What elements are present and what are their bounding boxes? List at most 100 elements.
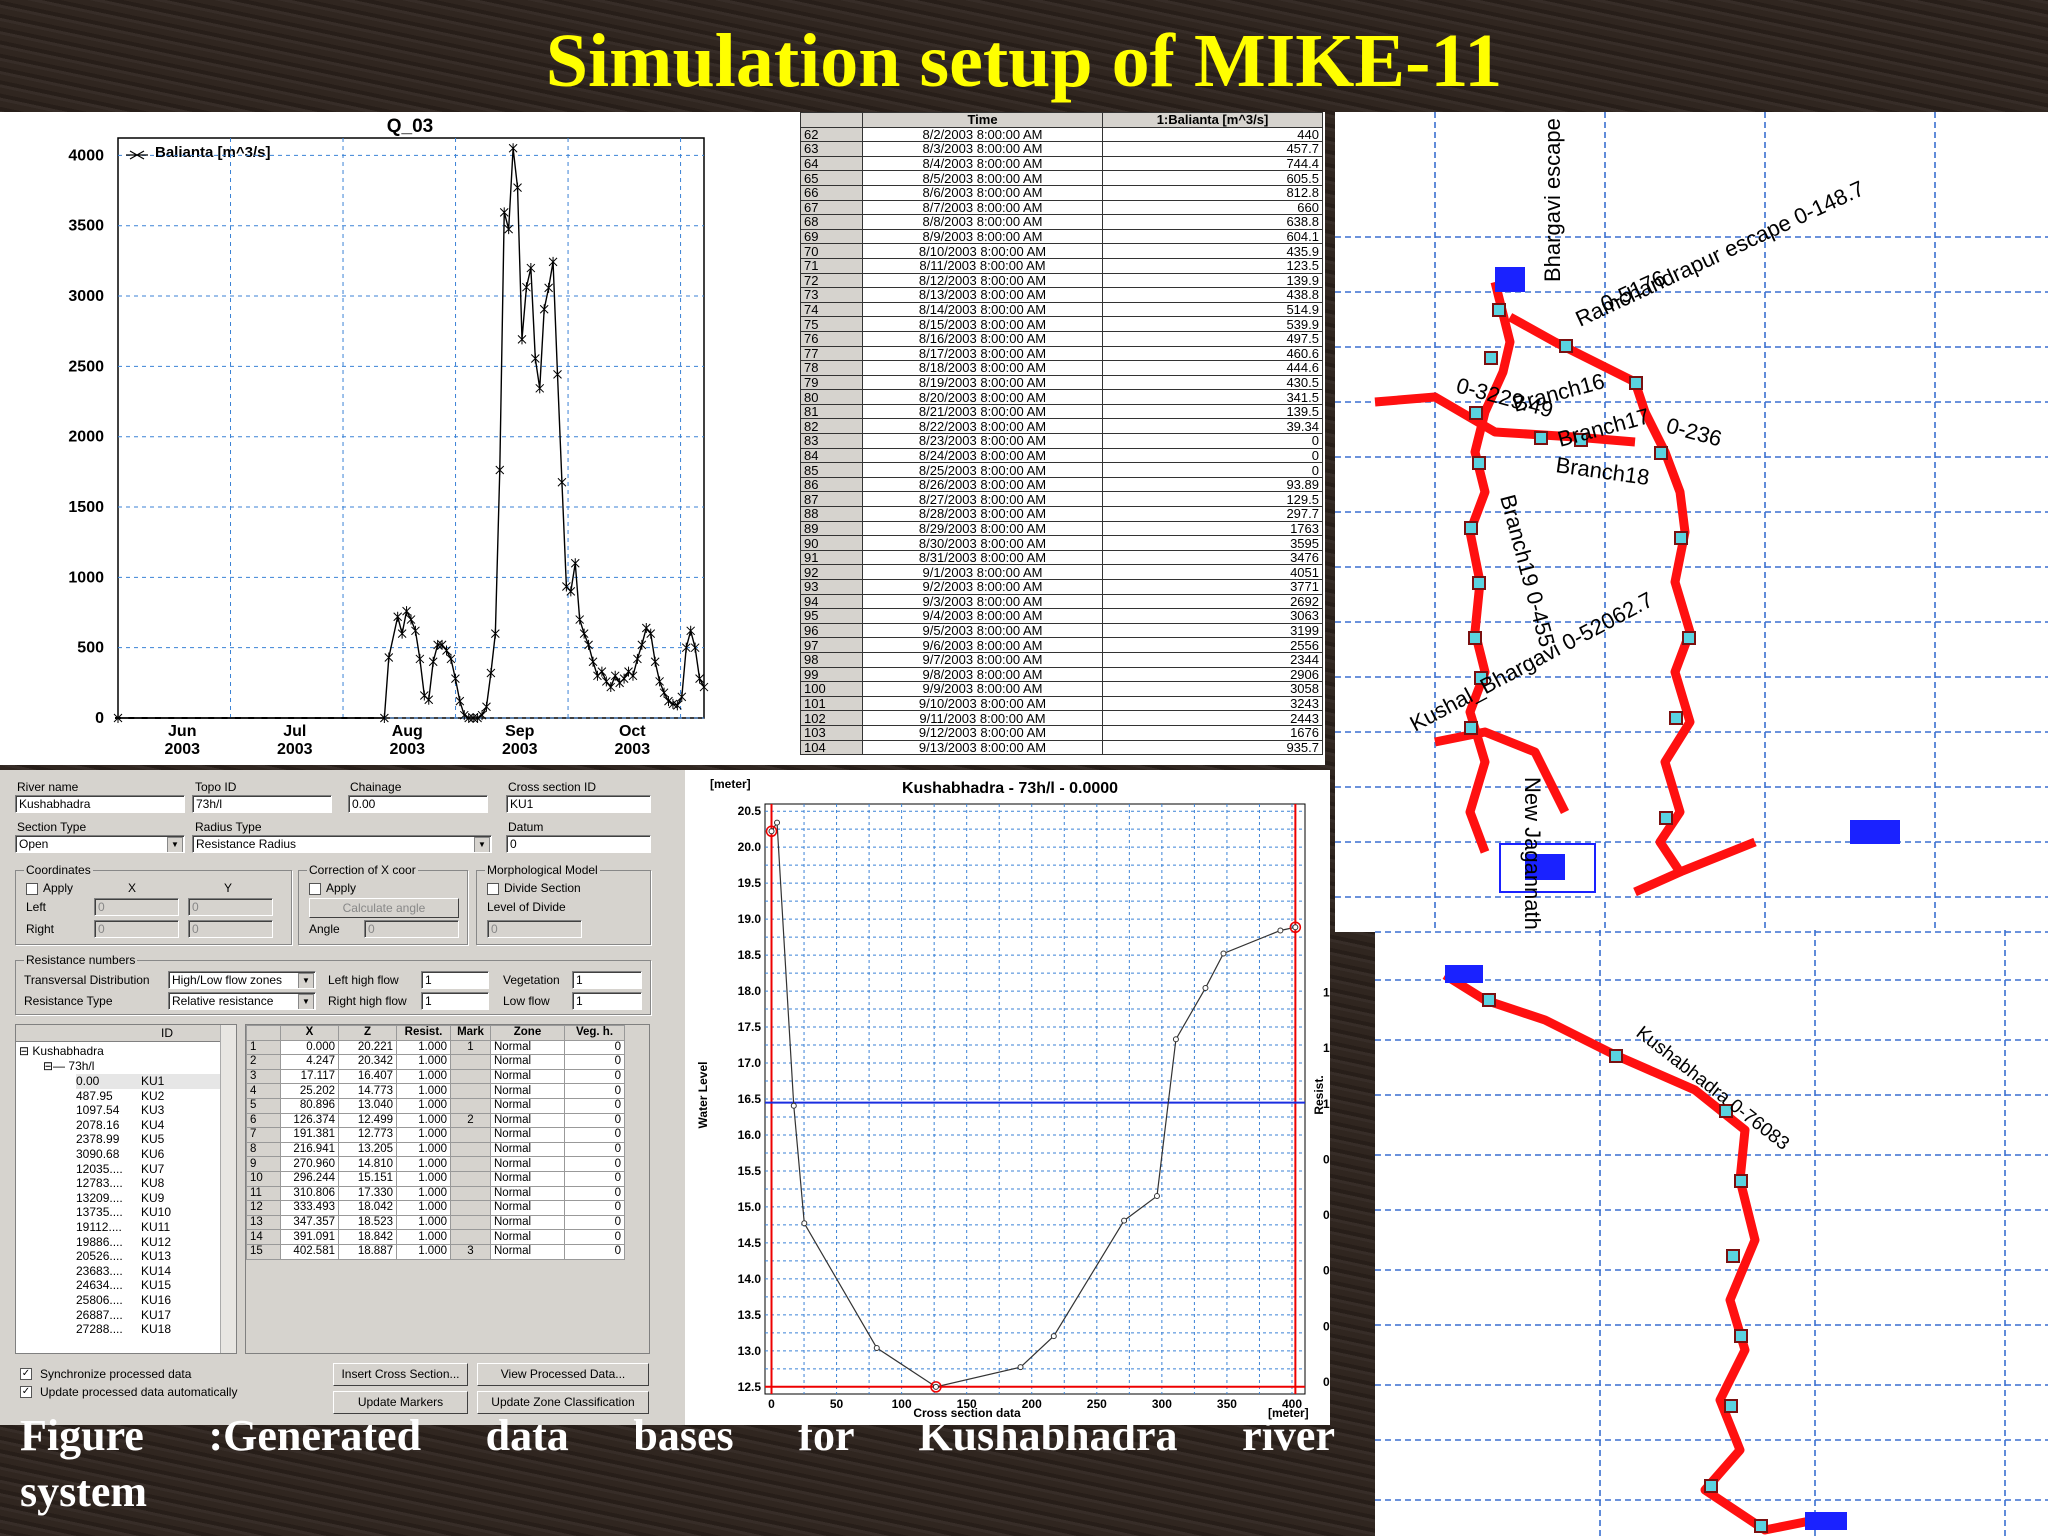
pts-cell[interactable] <box>450 1185 491 1202</box>
pts-cell[interactable]: 1.000 <box>396 1054 451 1070</box>
pts-cell[interactable]: 0 <box>564 1185 625 1202</box>
chainage-field[interactable]: 0.00 <box>348 795 488 813</box>
section-type-select[interactable]: Open <box>15 835 185 853</box>
pts-cell[interactable]: 11 <box>246 1185 281 1202</box>
pts-cell[interactable]: 1.000 <box>396 1156 451 1172</box>
pts-cell[interactable]: 310.806 <box>280 1185 339 1202</box>
table-row[interactable]: 68 8/8/2003 8:00:00 AM 638.8 <box>800 214 1323 230</box>
pts-cell[interactable]: 0 <box>564 1039 625 1056</box>
table-row[interactable]: 87 8/27/2003 8:00:00 AM 129.5 <box>800 491 1323 508</box>
table-row[interactable]: 7 191.381 12.773 1.000 Normal 0 <box>246 1127 625 1143</box>
pts-cell[interactable]: Normal <box>490 1141 565 1158</box>
right-x-field[interactable]: 0 <box>94 920 179 938</box>
tree-topo[interactable]: ⊟— 73h/l <box>43 1059 95 1073</box>
pts-cell[interactable]: 13.205 <box>338 1141 397 1158</box>
pts-cell[interactable] <box>450 1200 491 1216</box>
pts-cell[interactable]: 1.000 <box>396 1097 451 1114</box>
table-row[interactable]: 76 8/16/2003 8:00:00 AM 497.5 <box>800 330 1323 347</box>
pts-cell[interactable] <box>450 1141 491 1158</box>
pts-cell[interactable]: 347.357 <box>280 1214 339 1231</box>
tree-item[interactable]: 0.00 KU1 <box>76 1074 221 1089</box>
pts-cell[interactable]: 1.000 <box>396 1243 451 1260</box>
pts-cell[interactable]: Normal <box>490 1127 565 1143</box>
table-row[interactable]: 9 270.960 14.810 1.000 Normal 0 <box>246 1156 625 1172</box>
pts-cell[interactable] <box>450 1054 491 1070</box>
tree-item[interactable]: 24634.... KU15 <box>76 1278 172 1293</box>
coords-apply-checkbox[interactable] <box>26 883 38 895</box>
right-y-field[interactable]: 0 <box>188 920 273 938</box>
view-processed-data-button[interactable]: View Processed Data... <box>477 1363 649 1386</box>
tree-item[interactable]: 27288.... KU18 <box>76 1322 172 1337</box>
pts-cell[interactable]: 8 <box>246 1141 281 1158</box>
tree-item[interactable]: 13735.... KU10 <box>76 1205 172 1220</box>
tree-item[interactable]: 2378.99 KU5 <box>76 1132 165 1147</box>
pts-cell[interactable]: 4 <box>246 1083 281 1099</box>
pts-cell[interactable]: 7 <box>246 1127 281 1143</box>
pts-cell[interactable]: 25.202 <box>280 1083 339 1099</box>
table-row[interactable]: 5 80.896 13.040 1.000 Normal 0 <box>246 1097 625 1114</box>
pts-cell[interactable]: 17.117 <box>280 1068 339 1085</box>
table-row[interactable]: 62 8/2/2003 8:00:00 AM 440 <box>800 126 1323 143</box>
pts-cell[interactable]: 0 <box>564 1112 625 1129</box>
pts-cell[interactable] <box>450 1229 491 1245</box>
table-row[interactable]: 77 8/17/2003 8:00:00 AM 460.6 <box>800 345 1323 362</box>
pts-cell[interactable] <box>450 1097 491 1114</box>
table-row[interactable]: 11 310.806 17.330 1.000 Normal 0 <box>246 1185 625 1202</box>
table-row[interactable]: 63 8/3/2003 8:00:00 AM 457.7 <box>800 141 1323 157</box>
table-row[interactable]: 73 8/13/2003 8:00:00 AM 438.8 <box>800 287 1323 303</box>
pts-cell[interactable]: 3 <box>450 1243 491 1260</box>
pts-cell[interactable]: 14 <box>246 1229 281 1245</box>
tree-item[interactable]: 13209.... KU9 <box>76 1190 165 1205</box>
pts-cell[interactable]: 1.000 <box>396 1039 451 1056</box>
left-y-field[interactable]: 0 <box>188 898 273 916</box>
table-row[interactable]: 74 8/14/2003 8:00:00 AM 514.9 <box>800 301 1323 318</box>
cross-section-tree[interactable]: ID ⊟ Kushabhadra ⊟— 73h/l 0.00 KU1 487.95 K… <box>15 1024 237 1354</box>
pts-cell[interactable]: 13.040 <box>338 1097 397 1114</box>
table-row[interactable]: 4 25.202 14.773 1.000 Normal 0 <box>246 1083 625 1099</box>
pts-cell[interactable] <box>450 1214 491 1231</box>
pts-cell[interactable]: 18.842 <box>338 1229 397 1245</box>
table-row[interactable]: 80 8/20/2003 8:00:00 AM 341.5 <box>800 389 1323 405</box>
left-high-flow-field[interactable]: 1 <box>421 971 489 989</box>
table-row[interactable]: 91 8/31/2003 8:00:00 AM 3476 <box>800 549 1323 566</box>
pts-cell[interactable]: 1.000 <box>396 1185 451 1202</box>
pts-cell[interactable]: 9 <box>246 1156 281 1172</box>
pts-cell[interactable]: Normal <box>490 1200 565 1216</box>
pts-cell[interactable]: 16.407 <box>338 1068 397 1085</box>
correction-apply-checkbox[interactable] <box>309 883 321 895</box>
table-row[interactable]: 64 8/4/2003 8:00:00 AM 744.4 <box>800 155 1323 172</box>
pts-cell[interactable]: 1.000 <box>396 1127 451 1143</box>
pts-cell[interactable]: 0 <box>564 1229 625 1245</box>
pts-cell[interactable]: Normal <box>490 1039 565 1056</box>
table-row[interactable]: 78 8/18/2003 8:00:00 AM 444.6 <box>800 360 1323 376</box>
level-of-divide-field[interactable]: 0 <box>487 920 582 938</box>
table-row[interactable]: 85 8/25/2003 8:00:00 AM 0 <box>800 462 1323 478</box>
pts-cell[interactable]: 296.244 <box>280 1170 339 1187</box>
pts-cell[interactable]: Normal <box>490 1097 565 1114</box>
table-row[interactable]: 65 8/5/2003 8:00:00 AM 605.5 <box>800 170 1323 186</box>
pts-cell[interactable]: 1.000 <box>396 1112 451 1129</box>
pts-cell[interactable]: 1 <box>450 1039 491 1056</box>
tree-item[interactable]: 19112.... KU11 <box>76 1220 171 1234</box>
table-row[interactable]: 70 8/10/2003 8:00:00 AM 435.9 <box>800 243 1323 259</box>
pts-cell[interactable]: 0 <box>564 1054 625 1070</box>
tree-item[interactable]: 25806.... KU16 <box>76 1293 172 1307</box>
table-row[interactable]: 93 9/2/2003 8:00:00 AM 3771 <box>800 579 1323 595</box>
pts-cell[interactable]: 0 <box>564 1200 625 1216</box>
pts-cell[interactable]: 402.581 <box>280 1243 339 1260</box>
update-auto-checkbox[interactable]: ✓ <box>20 1386 32 1398</box>
table-row[interactable]: 103 9/12/2003 8:00:00 AM 1676 <box>800 724 1323 741</box>
table-row[interactable]: 82 8/22/2003 8:00:00 AM 39.34 <box>800 418 1323 435</box>
pts-cell[interactable]: 17.330 <box>338 1185 397 1202</box>
table-row[interactable]: 81 8/21/2003 8:00:00 AM 139.5 <box>800 403 1323 420</box>
pts-cell[interactable]: 0 <box>564 1127 625 1143</box>
pts-cell[interactable]: 13 <box>246 1214 281 1231</box>
pts-cell[interactable]: 3 <box>246 1068 281 1085</box>
pts-cell[interactable]: 0.000 <box>280 1039 339 1056</box>
pts-cell[interactable]: 12 <box>246 1200 281 1216</box>
pts-cell[interactable]: 191.381 <box>280 1127 339 1143</box>
table-row[interactable]: 66 8/6/2003 8:00:00 AM 812.8 <box>800 184 1323 201</box>
table-row[interactable]: 2 4.247 20.342 1.000 Normal 0 <box>246 1054 625 1070</box>
pts-cell[interactable]: Normal <box>490 1214 565 1231</box>
pts-cell[interactable]: Normal <box>490 1170 565 1187</box>
